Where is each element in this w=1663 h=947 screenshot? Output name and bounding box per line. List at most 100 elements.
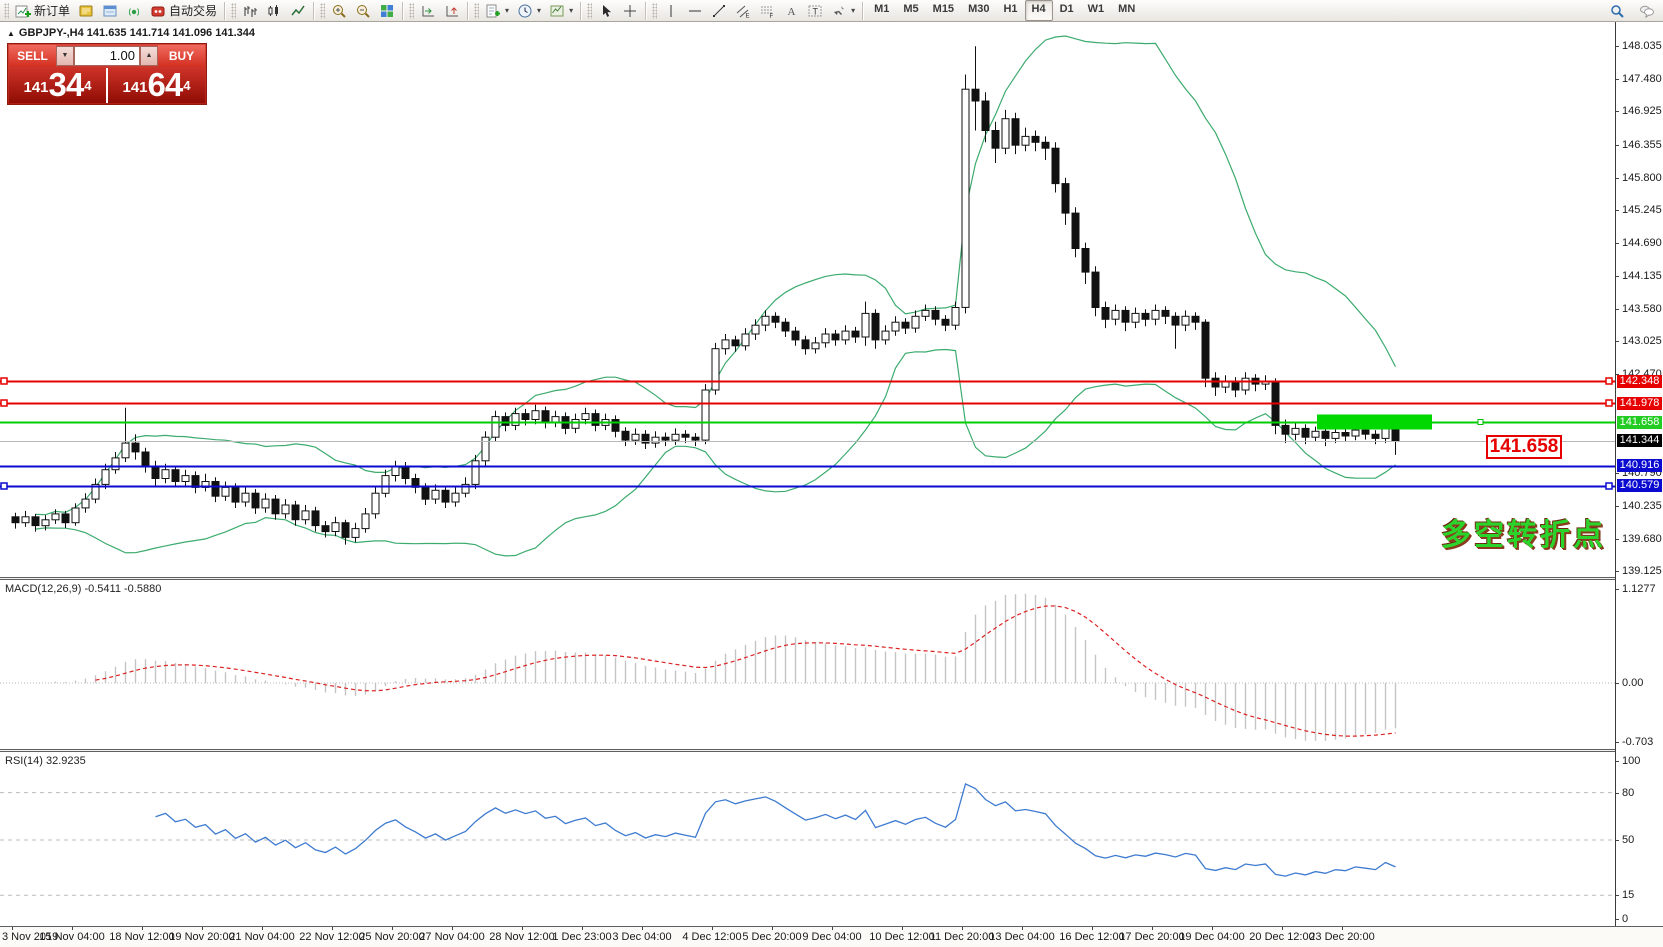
fibonacci-button[interactable]: F [755,0,779,22]
equidistant-channel-icon: E [735,3,751,19]
toolbar-grip[interactable] [587,2,593,19]
buy-price-sup: 4 [183,78,191,93]
time-axis-tick [142,927,143,930]
timeframe-m15-button[interactable]: M15 [932,3,955,15]
toolbar-group-draw: E F A T ▾ [659,0,859,22]
toolbar-group-timeframes: M1 M5 M15 M30 H1 H4 D1 W1 MN [867,0,1142,22]
horizontal-line-button[interactable] [683,0,707,22]
buy-price-prefix: 141 [122,79,148,96]
autotrading-button[interactable]: 自动交易 [146,0,221,22]
time-axis-tick [712,927,713,930]
buy-price-button[interactable]: 141 64 4 [108,68,205,103]
text-label-button[interactable]: T [803,0,827,22]
chevron-down-icon[interactable]: ▾ [851,6,856,15]
price-axis-tick: 0 [1616,913,1663,925]
time-axis-tick [12,927,13,930]
crosshair-button[interactable] [618,0,642,22]
time-axis-label: 13 Dec 04:00 [989,931,1055,943]
time-axis-label: 3 Dec 04:00 [612,931,672,943]
arrows-button[interactable]: ▾ [827,0,859,22]
macd-canvas[interactable] [0,581,1615,749]
text-label-icon: T [807,3,823,19]
main-chart-canvas[interactable] [0,22,1615,577]
zoom-in-button[interactable] [327,0,351,22]
timeframe-m1-button[interactable]: M1 [874,3,890,15]
bar-chart-icon [242,3,258,19]
time-axis-label: 17 Dec 20:00 [1119,931,1185,943]
svg-text:F: F [770,14,774,19]
time-axis[interactable]: 3 Nov 2019 15 Nov 04:00 18 Nov 12:00 19 Nov… [0,926,1663,947]
volume-decrease-button[interactable]: ▼ [56,46,74,66]
toolbar-grip[interactable] [231,2,237,19]
search-button[interactable] [1605,0,1629,22]
time-axis-tick [1022,927,1023,930]
toolbar-grip[interactable] [4,2,9,19]
chevron-down-icon[interactable]: ▾ [537,6,542,15]
time-axis-label: 16 Dec 12:00 [1059,931,1125,943]
chevron-down-icon[interactable]: ▾ [505,6,510,15]
sell-button[interactable]: SELL [9,45,56,67]
new-order-button[interactable]: 新订单 [11,0,74,22]
timeframe-h1-button[interactable]: H1 [1003,3,1018,15]
data-window-button[interactable] [98,0,122,22]
price-axis-tick: -0.703 [1616,736,1663,748]
text-button[interactable]: A [779,0,803,22]
tile-windows-button[interactable] [375,0,399,22]
line-chart-button[interactable] [286,0,310,22]
market-watch-button[interactable] [74,0,98,22]
price-axis-tick: 144.690 [1616,237,1663,249]
toolbar-grip[interactable] [409,2,415,19]
candle-chart-button[interactable] [262,0,286,22]
time-axis-label: 3 Nov 2019 [2,931,59,943]
time-axis-tick [332,927,333,930]
time-axis-tick [1282,927,1283,930]
pane-splitter[interactable] [0,749,1663,752]
periods-button[interactable]: ▾ [513,0,545,22]
zoom-out-button[interactable] [351,0,375,22]
timeframe-h4-button[interactable]: H4 [1024,0,1053,21]
macd-label: MACD(12,26,9) -0.5411 -0.5880 [5,583,162,595]
timeframe-w1-button[interactable]: W1 [1087,3,1105,15]
turning-point-annotation[interactable]: 多空转折点 [1441,519,1606,552]
auto-scroll-button[interactable] [416,0,440,22]
volume-input[interactable]: 1.00 [74,46,140,66]
chevron-down-icon[interactable]: ▾ [569,6,574,15]
toolbar-grip[interactable] [652,2,658,19]
time-axis-tick [452,927,453,930]
indicators-button[interactable]: ▾ [481,0,513,22]
time-axis-tick [392,927,393,930]
price-axis[interactable]: 148.035 147.480 146.925 146.355 145.800 145.2… [1616,22,1663,926]
timeframe-m30-button[interactable]: M30 [968,3,990,15]
toolbar-separator [402,1,405,20]
cursor-button[interactable] [594,0,618,22]
signal-button[interactable] [122,0,146,22]
timeframe-mn-button[interactable]: MN [1118,3,1136,15]
toolbar-grip[interactable] [474,2,480,19]
chat-button[interactable] [1635,0,1659,22]
bar-chart-button[interactable] [238,0,262,22]
buy-button[interactable]: BUY [158,45,205,67]
templates-button[interactable]: ▾ [545,0,577,22]
volume-increase-button[interactable]: ▲ [140,46,158,66]
new-order-icon [15,3,31,19]
data-window-icon [102,3,118,19]
trend-line-icon [711,3,727,19]
pane-splitter[interactable] [0,577,1663,580]
time-axis-label: 21 Nov 04:00 [229,931,295,943]
chart-shift-button[interactable] [440,0,464,22]
equidistant-channel-button[interactable]: E [731,0,755,22]
trend-line-button[interactable] [707,0,731,22]
vertical-line-button[interactable] [659,0,683,22]
time-axis-tick [832,927,833,930]
price-level-label: 141.978 [1617,396,1662,410]
timeframe-d1-button[interactable]: D1 [1059,3,1074,15]
toolbar-grip[interactable] [320,2,326,19]
price-axis-tick: 15 [1616,889,1663,901]
time-axis-tick [902,927,903,930]
rsi-canvas[interactable] [0,753,1615,925]
timeframe-m5-button[interactable]: M5 [903,3,919,15]
price-tag-141-658[interactable]: 141.658 [1486,435,1562,459]
time-axis-tick [1212,927,1213,930]
sell-price-button[interactable]: 141 34 4 [9,68,106,103]
